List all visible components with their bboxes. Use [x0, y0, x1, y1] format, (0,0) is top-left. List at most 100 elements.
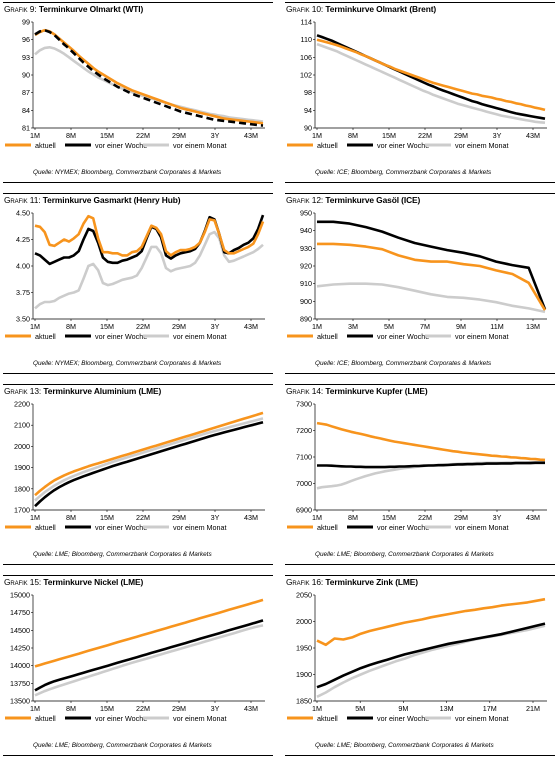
chart-title-text: Terminkurve Olmarkt (Brent)	[325, 4, 437, 14]
y-tick-label: 4.00	[16, 262, 30, 271]
y-tick-label: 13500	[10, 697, 30, 706]
chart-title: Grafik 13: Terminkurve Aluminium (LME)	[4, 386, 161, 396]
panel-bottom-rule	[3, 373, 273, 374]
x-tick-label: 1M	[312, 704, 322, 713]
chart-svg: 6900 7000 7100 7200 7300 1M 8M 15M 22M 29M 3Y 43M ak…	[287, 400, 547, 532]
x-tick-label: 9M	[456, 322, 466, 331]
panel-top-rule	[3, 2, 273, 3]
legend-label: vor einer Woche	[95, 332, 147, 341]
y-tick-label: 1900	[296, 670, 312, 679]
legend-label: aktuell	[317, 714, 338, 723]
x-tick-label: 43M	[244, 513, 258, 522]
panel-top-rule	[3, 384, 273, 385]
legend-label: aktuell	[317, 141, 338, 150]
x-tick-label: 15M	[100, 131, 114, 140]
chart-panel-g14: Grafik 14: Terminkurve Kupfer (LME) 6900 7…	[285, 384, 555, 572]
series-line-vor-einem-monat	[316, 282, 546, 314]
y-tick-label: 1950	[296, 644, 312, 653]
legend-label: vor einem Monat	[455, 141, 509, 150]
panel-top-rule	[285, 384, 555, 385]
chart-number-label: Grafik 11:	[4, 195, 41, 205]
x-tick-label: 5M	[384, 322, 394, 331]
x-tick-label: 3M	[348, 322, 358, 331]
series-line-vor-einer-woche	[34, 28, 264, 127]
legend-label: vor einer Woche	[377, 141, 429, 150]
legend-label: aktuell	[35, 332, 56, 341]
x-tick-label: 1M	[30, 513, 40, 522]
series-line-vor-einem-monat	[34, 417, 264, 502]
legend-label: vor einer Woche	[95, 523, 147, 532]
series-line-aktuell	[316, 597, 546, 647]
x-tick-label: 15M	[100, 704, 114, 713]
chart-number-label: Grafik 10:	[286, 4, 324, 14]
y-tick-label: 910	[300, 279, 312, 288]
y-tick-label: 2200	[14, 400, 30, 409]
x-tick-label: 17M	[483, 704, 497, 713]
y-tick-label: 2000	[296, 617, 312, 626]
series-line-aktuell	[34, 28, 264, 125]
x-tick-label: 1M	[312, 513, 322, 522]
panel-top-rule	[285, 575, 555, 576]
y-tick-label: 15000	[10, 591, 30, 600]
panel-bottom-rule	[285, 755, 555, 756]
y-tick-label: 7100	[296, 453, 312, 462]
series-line-aktuell	[34, 411, 264, 497]
panel-top-rule	[3, 575, 273, 576]
y-tick-label: 1700	[14, 506, 30, 515]
y-tick-label: 14500	[10, 626, 30, 635]
x-tick-label: 22M	[136, 704, 150, 713]
y-tick-label: 900	[300, 297, 312, 306]
series-line-vor-einem-monat	[34, 624, 264, 697]
x-tick-label: 1M	[312, 322, 322, 331]
source-note: Quelle: LME; Bloomberg, Commerzbank Corp…	[33, 742, 212, 749]
series-line-vor-einer-woche	[34, 619, 264, 692]
y-tick-label: 4.25	[16, 235, 30, 244]
y-tick-label: 99	[22, 18, 30, 27]
x-tick-label: 22M	[136, 131, 150, 140]
chart-number-label: Grafik 9:	[4, 4, 37, 14]
chart-title-text: Terminkurve Zink (LME)	[325, 577, 418, 587]
y-tick-label: 2000	[14, 442, 30, 451]
panel-bottom-rule	[285, 564, 555, 565]
source-note: Quelle: NYMEX; Bloomberg, Commerzbank Co…	[33, 360, 222, 367]
chart-number-label: Grafik 16:	[286, 577, 324, 587]
source-note: Quelle: LME; Bloomberg, Commerzbank Corp…	[33, 551, 212, 558]
legend-label: aktuell	[35, 714, 56, 723]
series-line-aktuell	[316, 38, 546, 112]
chart-svg: 1850 1900 1950 2000 2050 1M 5M 9M 13M 17M 21M aktue…	[287, 591, 547, 723]
x-tick-label: 3Y	[211, 322, 220, 331]
chart-panel-g11: Grafik 11: Terminkurve Gasmarkt (Henry H…	[3, 193, 273, 381]
source-note: Quelle: ICE; Bloomberg, Commerzbank Corp…	[315, 169, 492, 176]
legend-label: vor einer Woche	[377, 714, 429, 723]
y-tick-label: 1850	[296, 697, 312, 706]
source-note: Quelle: ICE; Bloomberg, Commerzbank Corp…	[315, 360, 492, 367]
chart-number-label: Grafik 14:	[286, 386, 324, 396]
chart-panel-g15: Grafik 15: Terminkurve Nickel (LME) 13500…	[3, 575, 273, 763]
x-tick-label: 8M	[66, 131, 76, 140]
panel-top-rule	[285, 2, 555, 3]
x-tick-label: 5M	[355, 704, 365, 713]
y-tick-label: 14750	[10, 608, 30, 617]
x-tick-label: 1M	[30, 704, 40, 713]
series-line-vor-einem-monat	[34, 230, 264, 310]
chart-title: Grafik 15: Terminkurve Nickel (LME)	[4, 577, 143, 587]
x-tick-label: 8M	[348, 131, 358, 140]
legend-label: aktuell	[317, 332, 338, 341]
chart-number-label: Grafik 15:	[4, 577, 42, 587]
panel-bottom-rule	[3, 182, 273, 183]
y-tick-label: 1800	[14, 484, 30, 493]
chart-panel-g13: Grafik 13: Terminkurve Aluminium (LME) 17…	[3, 384, 273, 572]
chart-svg: 13500 13750 14000 14250 14500 14750 15000 1M 8M 1…	[5, 591, 265, 723]
panel-bottom-rule	[285, 373, 555, 374]
x-tick-label: 3Y	[211, 704, 220, 713]
chart-svg: 890 900 910 920 930 940 950 1M 3M 5M 7M 9M 11M 13M akt…	[287, 209, 547, 341]
chart-panel-g12: Grafik 12: Terminkurve Gasöl (ICE) 890 900…	[285, 193, 555, 381]
legend-label: vor einem Monat	[455, 523, 509, 532]
x-tick-label: 3Y	[493, 131, 502, 140]
panel-bottom-rule	[3, 755, 273, 756]
x-tick-label: 29M	[454, 131, 468, 140]
chart-title: Grafik 11: Terminkurve Gasmarkt (Henry H…	[4, 195, 181, 205]
x-tick-label: 8M	[66, 322, 76, 331]
y-tick-label: 7200	[296, 426, 312, 435]
y-tick-label: 4.50	[16, 209, 30, 218]
